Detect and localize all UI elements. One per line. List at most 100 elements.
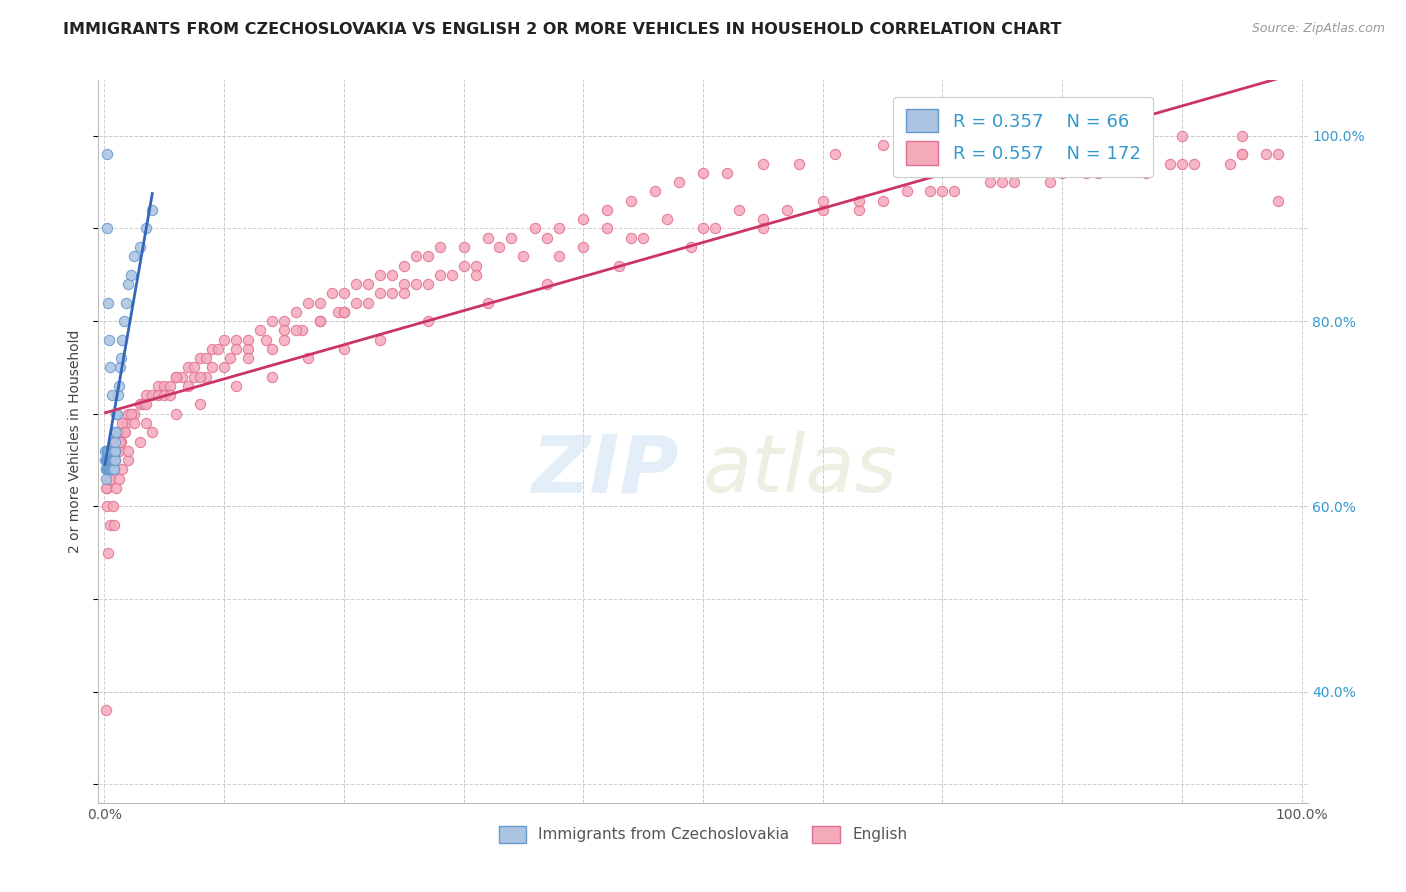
Point	[100, 443, 122, 458]
Point	[101, 453, 124, 467]
Point	[100, 462, 122, 476]
Point	[100, 462, 122, 476]
Point	[1267, 194, 1289, 208]
Point	[464, 259, 486, 273]
Point	[440, 268, 463, 282]
Point	[326, 305, 349, 319]
Point	[488, 240, 510, 254]
Point	[101, 462, 124, 476]
Point	[103, 434, 125, 449]
Point	[94, 462, 117, 476]
Point	[124, 249, 146, 263]
Point	[159, 379, 181, 393]
Point	[120, 407, 142, 421]
Point	[94, 443, 117, 458]
Point	[120, 268, 142, 282]
Point	[115, 295, 138, 310]
Point	[668, 175, 690, 189]
Point	[644, 185, 666, 199]
Point	[104, 443, 127, 458]
Point	[105, 407, 128, 421]
Point	[991, 175, 1014, 189]
Point	[104, 425, 127, 440]
Point	[464, 268, 486, 282]
Point	[98, 453, 121, 467]
Point	[104, 434, 127, 449]
Point	[188, 369, 211, 384]
Point	[309, 295, 332, 310]
Point	[477, 295, 499, 310]
Point	[284, 323, 307, 337]
Point	[101, 453, 124, 467]
Point	[105, 443, 128, 458]
Point	[381, 268, 404, 282]
Point	[979, 175, 1001, 189]
Point	[100, 360, 122, 375]
Point	[101, 388, 124, 402]
Point	[96, 453, 118, 467]
Point	[1171, 156, 1194, 170]
Point	[620, 194, 643, 208]
Point	[101, 443, 124, 458]
Point	[103, 453, 125, 467]
Point	[98, 453, 121, 467]
Point	[249, 323, 271, 337]
Point	[96, 147, 118, 161]
Point	[1111, 156, 1133, 170]
Point	[416, 249, 439, 263]
Point	[991, 138, 1014, 153]
Point	[97, 453, 120, 467]
Point	[368, 333, 391, 347]
Point	[453, 259, 475, 273]
Point	[931, 138, 953, 153]
Point	[1039, 175, 1062, 189]
Point	[1267, 147, 1289, 161]
Point	[96, 453, 118, 467]
Point	[219, 351, 242, 366]
Point	[273, 333, 295, 347]
Point	[195, 369, 218, 384]
Point	[112, 314, 135, 328]
Point	[679, 240, 702, 254]
Point	[1182, 156, 1205, 170]
Point	[107, 379, 129, 393]
Point	[1111, 128, 1133, 143]
Point	[943, 185, 966, 199]
Point	[129, 240, 152, 254]
Point	[135, 221, 157, 235]
Point	[357, 295, 380, 310]
Point	[110, 434, 132, 449]
Point	[159, 388, 181, 402]
Point	[368, 268, 391, 282]
Point	[416, 314, 439, 328]
Text: ZIP: ZIP	[531, 432, 679, 509]
Point	[1219, 156, 1241, 170]
Point	[284, 305, 307, 319]
Point	[453, 240, 475, 254]
Point	[429, 240, 451, 254]
Point	[236, 351, 259, 366]
Point	[117, 443, 139, 458]
Point	[752, 221, 775, 235]
Point	[848, 202, 870, 217]
Point	[108, 360, 131, 375]
Point	[100, 453, 122, 467]
Point	[787, 156, 810, 170]
Point	[1050, 166, 1073, 180]
Point	[98, 453, 121, 467]
Point	[848, 194, 870, 208]
Point	[141, 388, 163, 402]
Point	[98, 472, 121, 486]
Point	[236, 342, 259, 356]
Point	[405, 249, 427, 263]
Point	[101, 453, 124, 467]
Point	[273, 323, 295, 337]
Point	[477, 231, 499, 245]
Point	[129, 397, 152, 411]
Point	[333, 305, 356, 319]
Text: Source: ZipAtlas.com: Source: ZipAtlas.com	[1251, 22, 1385, 36]
Point	[135, 388, 157, 402]
Point	[96, 443, 118, 458]
Point	[501, 231, 523, 245]
Point	[704, 221, 727, 235]
